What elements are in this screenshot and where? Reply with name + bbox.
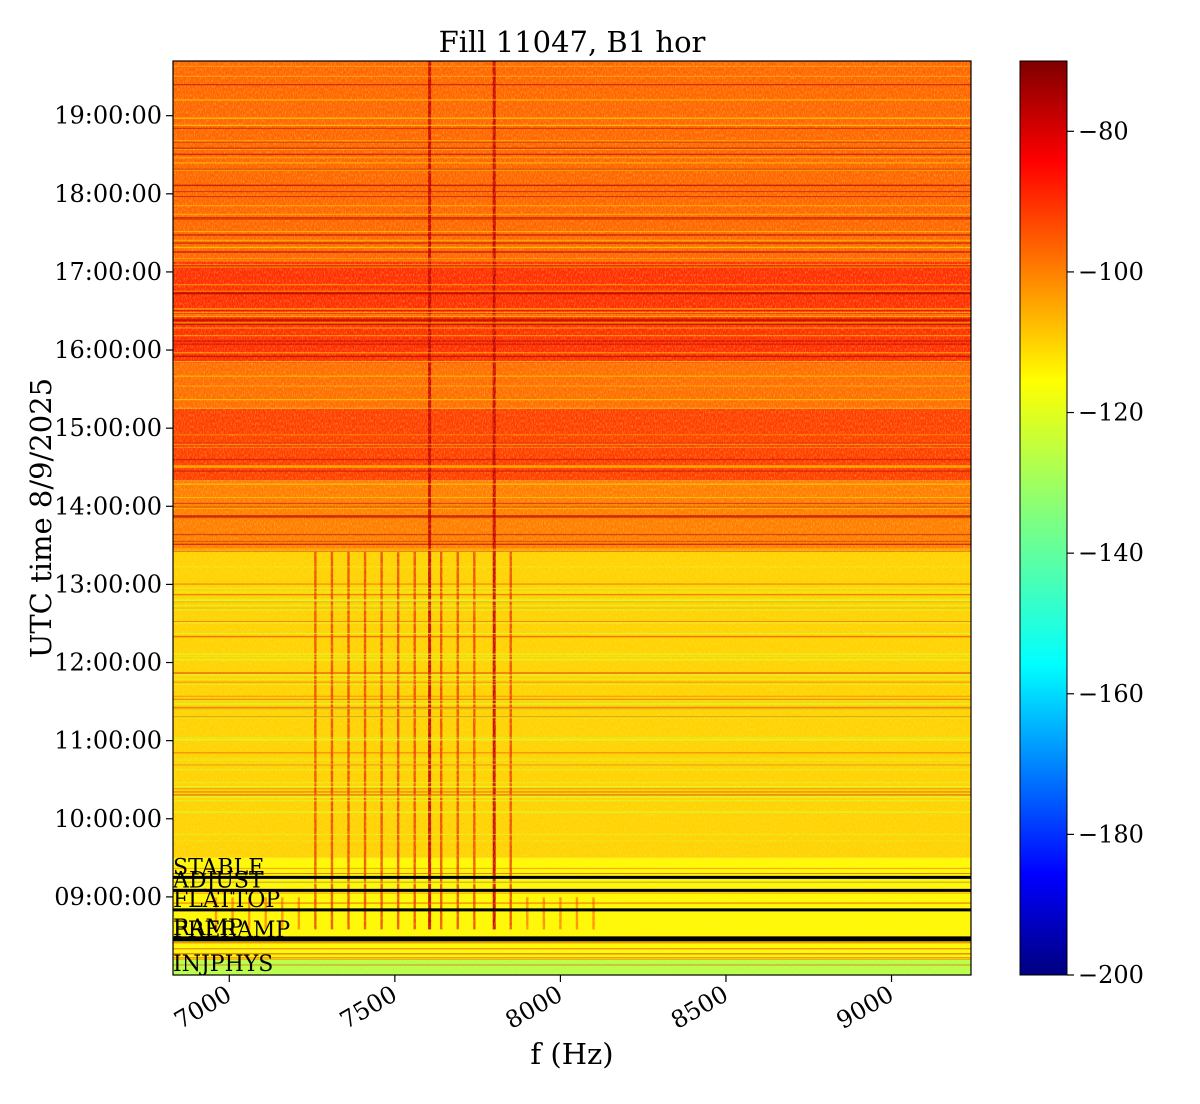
plot-frame (172, 60, 972, 976)
y-axis: 09:00:00 10:00:00 11:00:00 12:00:00 13:00:00… (54, 102, 173, 911)
heatmap-layer (173, 61, 971, 975)
colorbar-tick-label: −120 (1078, 399, 1144, 427)
y-axis-label: UTC time 8/9/2025 (24, 378, 58, 658)
beam-mode-label: ADJUST (172, 868, 264, 893)
colorbar-axis: −200 −180 −160 −140 −120 −100 −80 (1067, 117, 1144, 989)
colorbar-tick-label: −80 (1078, 117, 1129, 145)
x-tick-label: 9000 (832, 980, 899, 1035)
colorbar-tick-label: −180 (1078, 820, 1144, 848)
y-tick-label: 13:00:00 (54, 570, 162, 598)
y-tick-label: 12:00:00 (54, 649, 162, 677)
y-tick-label: 14:00:00 (54, 492, 162, 520)
beam-mode-label: STABLE (173, 855, 264, 880)
x-axis: 7000 7500 8000 8500 9000 (169, 975, 899, 1035)
beam-mode-label: INJPHYS (173, 952, 273, 977)
y-tick-label: 18:00:00 (54, 180, 162, 208)
beam-mode-label: RAMP (173, 916, 243, 941)
x-axis-label: f (Hz) (530, 1037, 613, 1071)
y-tick-label: 11:00:00 (54, 727, 162, 755)
x-tick-label: 8500 (666, 980, 733, 1035)
colorbar (1019, 60, 1068, 976)
x-tick-label: 7500 (335, 980, 402, 1035)
colorbar-tick-label: −200 (1078, 961, 1144, 989)
colorbar-tick-label: −160 (1078, 680, 1144, 708)
y-tick-label: 09:00:00 (54, 883, 162, 911)
y-tick-label: 10:00:00 (54, 805, 162, 833)
chart-title: Fill 11047, B1 hor (439, 25, 706, 59)
y-tick-label: 17:00:00 (54, 258, 162, 286)
y-tick-label: 15:00:00 (54, 414, 162, 442)
x-tick-label: 8000 (501, 980, 568, 1035)
y-tick-label: 16:00:00 (54, 336, 162, 364)
colorbar-tick-label: −140 (1078, 539, 1144, 567)
y-tick-label: 19:00:00 (54, 102, 162, 130)
colorbar-tick-label: −100 (1078, 258, 1144, 286)
beam-mode-label: FLATTOP (173, 888, 280, 913)
x-tick-label: 7000 (169, 980, 236, 1035)
noise-texture (173, 61, 971, 975)
beam-mode-label: PRERAMP (173, 918, 290, 943)
